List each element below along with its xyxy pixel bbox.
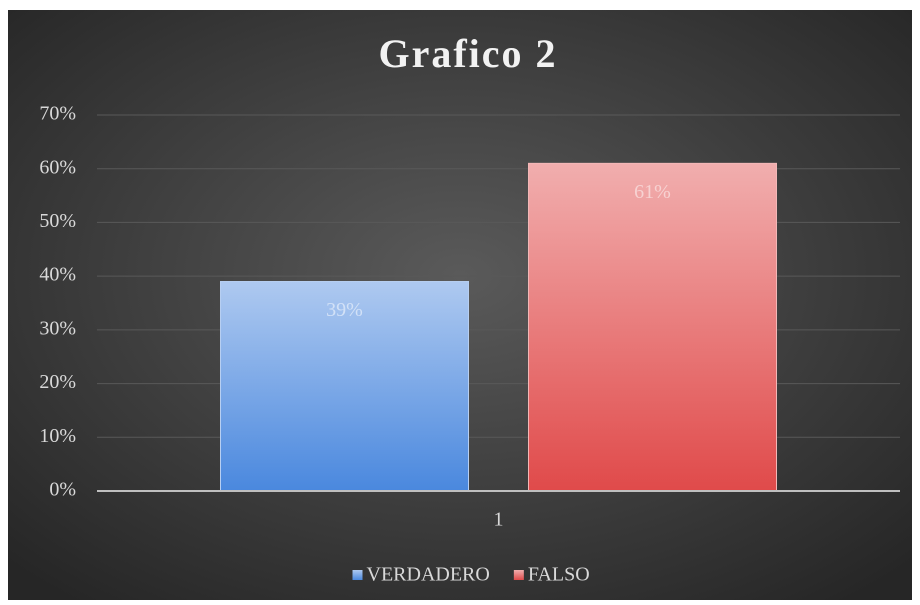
- legend-swatch: [352, 570, 363, 580]
- y-tick-label: 70%: [39, 103, 76, 125]
- legend-label: VERDADERO: [367, 564, 490, 586]
- bar: [220, 281, 469, 492]
- y-tick-label: 30%: [39, 317, 76, 339]
- chart-title: Grafico 2: [378, 31, 557, 76]
- y-tick-label: 0%: [49, 479, 76, 501]
- y-tick-label: 10%: [39, 425, 76, 447]
- y-tick-label: 60%: [39, 156, 76, 178]
- data-label: 39%: [326, 299, 363, 321]
- y-tick-label: 50%: [39, 210, 76, 232]
- legend-label: FALSO: [528, 564, 590, 586]
- x-tick-label: 1: [494, 509, 504, 531]
- legend-swatch: [513, 570, 524, 580]
- data-label: 61%: [634, 181, 671, 203]
- bar: [528, 162, 777, 492]
- y-tick-label: 40%: [39, 264, 76, 286]
- y-tick-label: 20%: [39, 371, 76, 393]
